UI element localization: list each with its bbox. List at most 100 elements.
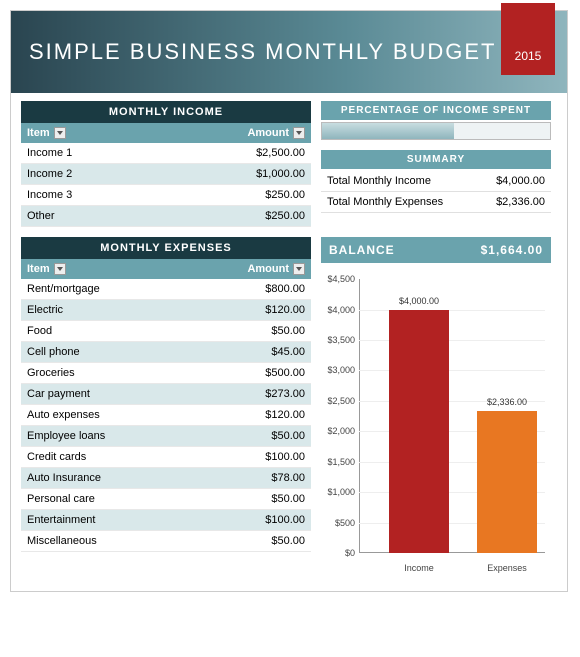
expense-item: Rent/mortgage: [21, 279, 185, 300]
expense-amount: $100.00: [185, 510, 311, 531]
income-col-amount[interactable]: Amount: [152, 123, 311, 143]
table-row[interactable]: Rent/mortgage$800.00: [21, 279, 311, 300]
expense-item: Credit cards: [21, 447, 185, 468]
balance-amount: $1,664.00: [481, 243, 543, 257]
expense-amount: $45.00: [185, 342, 311, 363]
pct-bar: [321, 122, 551, 140]
expenses-col-item[interactable]: Item: [21, 259, 185, 279]
table-row[interactable]: Income 1$2,500.00: [21, 143, 311, 164]
income-table: Item Amount Income 1$2,500.00Income 2$1,…: [21, 123, 311, 227]
table-row[interactable]: Car payment$273.00: [21, 384, 311, 405]
table-row[interactable]: Electric$120.00: [21, 300, 311, 321]
expense-item: Cell phone: [21, 342, 185, 363]
income-col-item[interactable]: Item: [21, 123, 152, 143]
summary-row: Total Monthly Income$4,000.00: [321, 171, 551, 192]
income-panel: MONTHLY INCOME Item Amount Income 1$2,50…: [21, 101, 311, 227]
expense-item: Miscellaneous: [21, 531, 185, 552]
table-row[interactable]: Credit cards$100.00: [21, 447, 311, 468]
table-row[interactable]: Cell phone$45.00: [21, 342, 311, 363]
chart-ytick: $2,000: [321, 426, 359, 436]
expense-amount: $120.00: [185, 405, 311, 426]
balance-label: BALANCE: [329, 243, 395, 257]
income-amount: $2,500.00: [152, 143, 311, 164]
chart-bar: $2,336.00: [477, 411, 537, 553]
income-header: MONTHLY INCOME: [21, 101, 311, 123]
summary-label: Total Monthly Expenses: [321, 192, 477, 213]
chart-ytick: $500: [321, 518, 359, 528]
expense-panel: MONTHLY EXPENSES Item Amount Rent/mortga…: [21, 237, 311, 581]
income-amount: $250.00: [152, 206, 311, 227]
chart-xtick: Income: [389, 563, 449, 573]
summary-label: Total Monthly Income: [321, 171, 477, 192]
expense-item: Personal care: [21, 489, 185, 510]
income-item: Income 1: [21, 143, 152, 164]
expense-item: Electric: [21, 300, 185, 321]
content-area: MONTHLY INCOME Item Amount Income 1$2,50…: [11, 93, 567, 591]
income-amount: $1,000.00: [152, 164, 311, 185]
expense-item: Auto Insurance: [21, 468, 185, 489]
expense-amount: $800.00: [185, 279, 311, 300]
table-row[interactable]: Miscellaneous$50.00: [21, 531, 311, 552]
right-panel-bottom: BALANCE $1,664.00 $0 $500 $1,000 $1,500 $2,0…: [321, 237, 551, 581]
chart-bar-label: $4,000.00: [389, 296, 449, 306]
chart-ytick: $0: [321, 548, 359, 558]
header-banner: SIMPLE BUSINESS MONTHLY BUDGET 2015: [11, 11, 567, 93]
expense-amount: $273.00: [185, 384, 311, 405]
expenses-col-amount[interactable]: Amount: [185, 259, 311, 279]
summary-row: Total Monthly Expenses$2,336.00: [321, 192, 551, 213]
table-row[interactable]: Employee loans$50.00: [21, 426, 311, 447]
expense-item: Entertainment: [21, 510, 185, 531]
budget-page: SIMPLE BUSINESS MONTHLY BUDGET 2015 MONT…: [10, 10, 568, 592]
table-row[interactable]: Income 3$250.00: [21, 185, 311, 206]
expense-amount: $50.00: [185, 321, 311, 342]
table-row[interactable]: Income 2$1,000.00: [21, 164, 311, 185]
table-row[interactable]: Auto expenses$120.00: [21, 405, 311, 426]
table-row[interactable]: Food$50.00: [21, 321, 311, 342]
right-panel-top: PERCENTAGE OF INCOME SPENT SUMMARY Total…: [321, 101, 551, 227]
chart-gridline: [359, 310, 545, 311]
expense-amount: $50.00: [185, 489, 311, 510]
income-item: Income 2: [21, 164, 152, 185]
dropdown-icon[interactable]: [54, 263, 66, 275]
summary-table: Total Monthly Income$4,000.00Total Month…: [321, 171, 551, 213]
summary-amount: $2,336.00: [477, 192, 551, 213]
chart-ytick: $1,000: [321, 487, 359, 497]
pct-header: PERCENTAGE OF INCOME SPENT: [321, 101, 551, 120]
expense-amount: $120.00: [185, 300, 311, 321]
chart-ytick: $3,500: [321, 335, 359, 345]
expense-amount: $50.00: [185, 426, 311, 447]
table-row[interactable]: Auto Insurance$78.00: [21, 468, 311, 489]
chart-gridline: [359, 370, 545, 371]
chart-ytick: $4,500: [321, 274, 359, 284]
dropdown-icon[interactable]: [293, 127, 305, 139]
page-title: SIMPLE BUSINESS MONTHLY BUDGET: [11, 11, 567, 65]
expense-amount: $78.00: [185, 468, 311, 489]
income-item: Income 3: [21, 185, 152, 206]
income-item: Other: [21, 206, 152, 227]
chart-ytick: $1,500: [321, 457, 359, 467]
table-row[interactable]: Entertainment$100.00: [21, 510, 311, 531]
dropdown-icon[interactable]: [293, 263, 305, 275]
dropdown-icon[interactable]: [54, 127, 66, 139]
summary-header: SUMMARY: [321, 150, 551, 169]
table-row[interactable]: Personal care$50.00: [21, 489, 311, 510]
expense-item: Food: [21, 321, 185, 342]
expenses-table: Item Amount Rent/mortgage$800.00Electric…: [21, 259, 311, 552]
balance-row: BALANCE $1,664.00: [321, 237, 551, 263]
chart-xtick: Expenses: [477, 563, 537, 573]
table-row[interactable]: Groceries$500.00: [21, 363, 311, 384]
expense-item: Auto expenses: [21, 405, 185, 426]
year-tab: 2015: [501, 3, 555, 75]
expense-item: Employee loans: [21, 426, 185, 447]
expenses-header: MONTHLY EXPENSES: [21, 237, 311, 259]
table-row[interactable]: Other$250.00: [21, 206, 311, 227]
income-amount: $250.00: [152, 185, 311, 206]
expense-item: Car payment: [21, 384, 185, 405]
chart-gridline: [359, 340, 545, 341]
chart-bar-label: $2,336.00: [477, 397, 537, 407]
expense-item: Groceries: [21, 363, 185, 384]
balance-chart: $0$500$1,000$1,500$2,000$2,500$3,000$3,5…: [321, 271, 551, 581]
expense-amount: $500.00: [185, 363, 311, 384]
expense-amount: $50.00: [185, 531, 311, 552]
chart-ytick: $3,000: [321, 365, 359, 375]
